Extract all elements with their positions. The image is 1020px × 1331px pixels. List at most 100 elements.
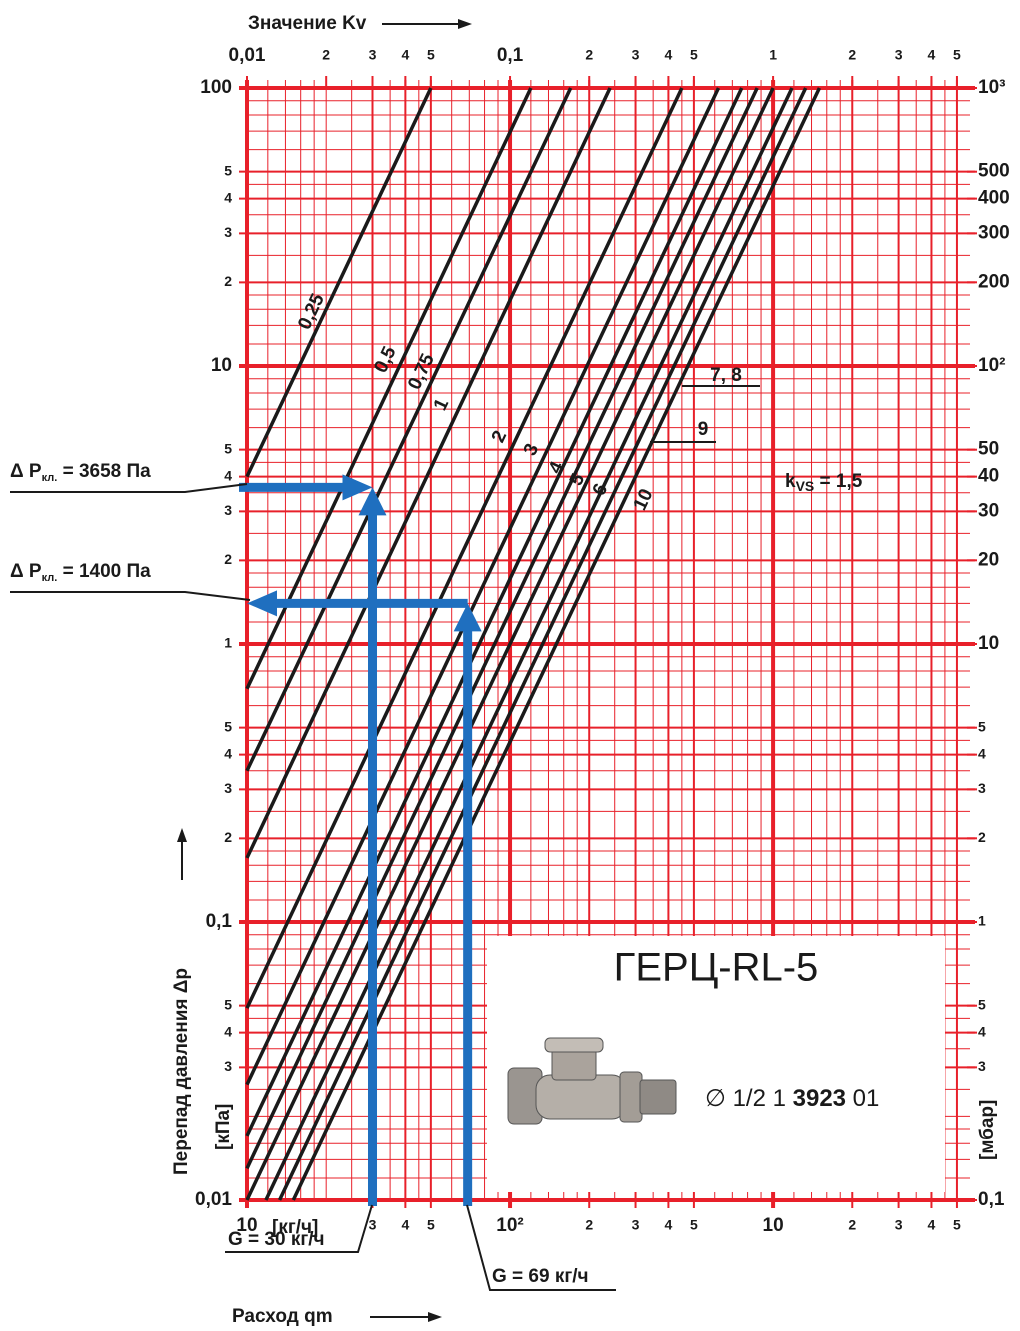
reading-arrow-up — [453, 603, 482, 632]
curve-label: 0,75 — [404, 350, 439, 393]
y2-tick-label: 50 — [978, 439, 999, 460]
y-tick-label: 5 — [224, 440, 232, 456]
dp-prefix: Δ P — [10, 561, 42, 582]
curve — [245, 87, 684, 1009]
y2-tick-label: 1 — [978, 913, 986, 929]
curve — [245, 87, 612, 859]
reading-arrow-right — [342, 474, 373, 501]
y2-tick-label: 500 — [978, 161, 1010, 182]
curve-label: 6 — [589, 481, 613, 500]
x2-tick-label: 4 — [401, 47, 409, 63]
x2-tick-label: 3 — [895, 47, 903, 63]
curves — [239, 87, 821, 1206]
y-tick-label: 100 — [200, 77, 232, 98]
x2-tick-label: 5 — [427, 47, 435, 63]
arrow-head — [428, 1312, 442, 1322]
x2-tick-label: 5 — [690, 47, 698, 63]
y-tick-label: 0,01 — [195, 1189, 232, 1210]
bottom-axis-title: Расход qm — [232, 1306, 333, 1327]
dp-sub: кл. — [42, 572, 58, 584]
x2-tick-label: 0,01 — [229, 45, 266, 66]
x-tick-label: 3 — [369, 1217, 377, 1233]
y-tick-label: 2 — [224, 829, 232, 845]
curve — [245, 87, 433, 478]
right-unit: [мбар] — [977, 1100, 998, 1160]
y-tick-label: 3 — [224, 780, 232, 796]
x2-tick-label: 0,1 — [497, 45, 524, 66]
x-tick-label: 10² — [496, 1215, 523, 1236]
x-tick-label: 5 — [427, 1217, 435, 1233]
g-label: G = 30 кг/ч — [228, 1229, 325, 1250]
left-unit: [кПа] — [213, 1104, 234, 1150]
x-tick-label: 10 — [763, 1215, 784, 1236]
y-tick-label: 5 — [224, 996, 232, 1012]
y2-tick-label: 300 — [978, 222, 1010, 243]
curve-label: 3 — [520, 441, 544, 460]
arrow-head — [458, 19, 472, 29]
x-tick-label: 3 — [632, 1217, 640, 1233]
curve-label: 7, 8 — [710, 365, 742, 386]
top-axis-title: Значение Kv — [248, 13, 367, 34]
y-tick-label: 5 — [224, 162, 232, 178]
x2-tick-label: 4 — [928, 47, 936, 63]
curve — [277, 87, 808, 1201]
x2-tick-label: 3 — [369, 47, 377, 63]
y-tick-label: 1 — [224, 635, 232, 651]
valve-illustration — [507, 1037, 677, 1125]
x-tick-label: 10 — [236, 1215, 257, 1236]
y-tick-label: 4 — [224, 467, 232, 483]
g-label: G = 69 кг/ч — [492, 1266, 589, 1287]
y2-tick-label: 4 — [978, 1023, 986, 1039]
leader — [225, 1204, 373, 1253]
x-tick-label: 2 — [585, 1217, 593, 1233]
y-tick-label: 3 — [224, 502, 232, 518]
product-box: ГЕРЦ-RL-5 ∅ 1/2 1 3923 01 — [487, 936, 945, 1192]
y2-tick-label: 3 — [978, 1058, 986, 1074]
x-tick-label: 5 — [953, 1217, 961, 1233]
y2-tick-label: 4 — [978, 745, 986, 761]
y2-tick-label: 40 — [978, 466, 999, 487]
y-tick-label: 10 — [211, 355, 232, 376]
x2-tick-label: 2 — [322, 47, 330, 63]
leader — [10, 591, 251, 601]
dp-suffix: = 3658 Па — [57, 461, 151, 482]
left-axis-title: Перепад давления Δp — [171, 968, 192, 1175]
reading-arrow-left — [247, 590, 277, 617]
leader — [10, 483, 248, 493]
curve — [245, 87, 759, 1170]
product-name: ГЕРЦ-RL-5 — [614, 946, 819, 990]
x-tick-label: 3 — [895, 1217, 903, 1233]
leader — [466, 1204, 616, 1291]
kvs-label: kVS = 1,5 — [785, 471, 863, 494]
reading-label: Δ Pкл. = 3658 Па — [10, 461, 151, 484]
y2-tick-label: 5 — [978, 718, 986, 734]
y2-tick-label: 10 — [978, 633, 999, 654]
dp-prefix: Δ P — [10, 461, 42, 482]
y2-tick-label: 10² — [978, 355, 1005, 376]
curve-label: 2 — [488, 428, 512, 447]
y-tick-label: 5 — [224, 718, 232, 734]
curve-label: 1 — [430, 395, 454, 414]
reading-arrow-up — [358, 487, 387, 516]
curve — [291, 87, 821, 1201]
x2-tick-label: 5 — [953, 47, 961, 63]
y2-tick-label: 400 — [978, 188, 1010, 209]
x2-tick-label: 2 — [848, 47, 856, 63]
x2-tick-label: 4 — [665, 47, 673, 63]
y-tick-label: 3 — [224, 1058, 232, 1074]
kvs-sub: VS — [796, 478, 815, 494]
curve — [245, 87, 533, 690]
arrow-head — [177, 828, 187, 842]
y-tick-label: 4 — [224, 1023, 232, 1039]
y2-tick-label: 30 — [978, 500, 999, 521]
y2-tick-label: 20 — [978, 549, 999, 570]
dp-sub: кл. — [42, 472, 58, 484]
curve — [245, 87, 573, 772]
curve-label: 9 — [698, 419, 709, 440]
x-tick-label: 4 — [665, 1217, 673, 1233]
x-tick-label: 4 — [928, 1217, 936, 1233]
x2-tick-label: 2 — [585, 47, 593, 63]
bottom-unit: [кг/ч] — [272, 1217, 318, 1238]
curve — [245, 87, 721, 1086]
